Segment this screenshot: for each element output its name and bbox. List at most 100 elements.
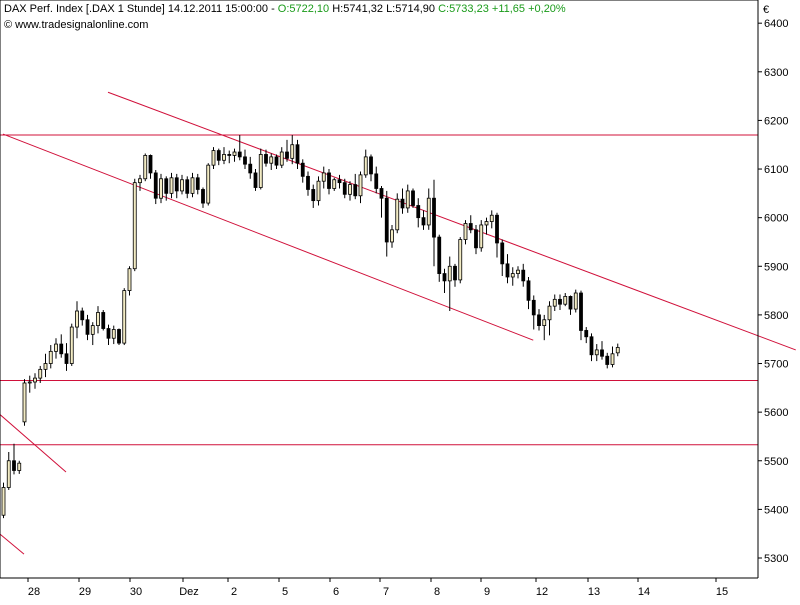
candle — [80, 307, 85, 326]
candle — [316, 176, 321, 206]
candle — [615, 343, 620, 357]
candle-body — [69, 326, 74, 364]
candle — [248, 156, 253, 179]
candle-body — [285, 151, 289, 159]
datetime-label: 14.12.2011 15:00:00 — [167, 3, 268, 15]
candle — [148, 154, 153, 179]
candle-body — [421, 217, 426, 226]
candle — [426, 188, 431, 230]
candle-body — [290, 144, 295, 159]
candle — [290, 135, 295, 165]
candle-body — [316, 180, 321, 202]
candle — [159, 173, 163, 204]
candle-body — [337, 179, 342, 184]
candle — [106, 324, 111, 346]
x-tick-label: 29 — [79, 586, 91, 598]
candle-body — [432, 197, 436, 238]
candle — [594, 344, 599, 362]
candle-body — [206, 164, 211, 204]
candle-body — [59, 343, 64, 355]
candle — [526, 276, 531, 310]
candle — [222, 147, 226, 165]
candle-body — [579, 292, 583, 331]
candle — [563, 293, 568, 307]
candle-body — [153, 172, 158, 199]
candle-body — [537, 314, 541, 326]
trendline — [0, 413, 67, 473]
x-tick-label: Dez — [179, 586, 199, 598]
y-tick-label: 5400 — [764, 504, 788, 516]
candle-body — [369, 156, 373, 175]
x-tick-label: 7 — [383, 586, 389, 598]
candle — [227, 150, 232, 164]
candle — [400, 188, 405, 214]
candle-body — [180, 179, 184, 192]
candle-body — [127, 268, 132, 291]
candle — [437, 234, 442, 282]
candle-body — [321, 172, 326, 182]
candle — [537, 309, 541, 331]
candle-body — [48, 350, 53, 364]
candle-body — [300, 162, 305, 177]
candle — [516, 266, 520, 279]
candle — [243, 149, 247, 170]
candle — [353, 173, 358, 200]
candle-body — [90, 325, 95, 335]
candle-body — [426, 197, 431, 226]
horizontal-lines — [0, 134, 758, 446]
y-tick-label: 5700 — [764, 359, 788, 371]
candle-body — [232, 151, 237, 156]
candle — [64, 343, 69, 371]
candle — [285, 139, 289, 162]
candle — [379, 186, 384, 218]
candle-body — [332, 179, 337, 189]
candle-body — [295, 144, 300, 164]
currency-label: € — [763, 4, 769, 16]
y-tick-label: 5300 — [764, 553, 788, 565]
candle-body — [521, 269, 526, 282]
change-percent-value: +0,20% — [528, 3, 566, 15]
candle — [311, 184, 316, 208]
candle — [510, 267, 515, 286]
change-value: +11,65 — [491, 3, 526, 15]
candle — [416, 198, 421, 228]
candle — [201, 187, 205, 208]
candle-body — [615, 347, 620, 354]
candle-body — [600, 349, 604, 357]
candle-body — [442, 273, 447, 282]
candle-body — [568, 296, 573, 310]
candle-body — [169, 177, 174, 194]
candle-body — [348, 184, 352, 195]
candle — [447, 256, 452, 312]
candle-body — [174, 177, 179, 192]
candle-body — [363, 156, 368, 176]
candle — [258, 148, 263, 190]
open-value: O:5722,10 — [277, 3, 330, 15]
candle-body — [306, 175, 310, 190]
candle-body — [573, 292, 578, 310]
candle-body — [542, 319, 547, 326]
candle-body — [117, 329, 121, 344]
trendline — [0, 533, 25, 555]
candle-body — [243, 156, 247, 165]
candle-body — [531, 299, 536, 316]
candle — [153, 170, 158, 205]
candle — [27, 375, 32, 393]
candle-body — [563, 296, 568, 305]
candle-body — [253, 172, 258, 188]
candle-body — [38, 368, 43, 379]
candle-body — [269, 156, 274, 164]
candle — [216, 148, 221, 166]
y-tick-label: 6200 — [764, 115, 788, 127]
y-tick-label: 6000 — [764, 213, 788, 225]
candle — [169, 172, 174, 199]
high-value: H:5741,32 — [332, 3, 383, 15]
candle-body — [379, 188, 384, 199]
candle — [321, 166, 326, 189]
candle — [48, 345, 53, 369]
candle-body — [463, 223, 468, 240]
candle — [211, 147, 216, 170]
candle — [17, 460, 22, 474]
candle-body — [547, 305, 552, 321]
candle-body — [164, 178, 169, 194]
